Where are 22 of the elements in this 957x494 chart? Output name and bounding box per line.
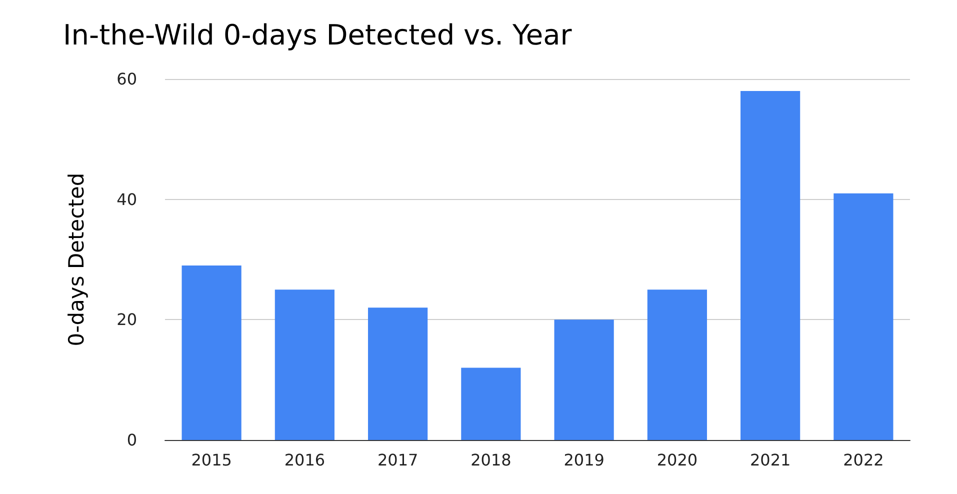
x-tick-label: 2016 <box>284 450 326 470</box>
x-tick-label: 2020 <box>656 450 698 470</box>
y-tick-label: 20 <box>116 310 137 330</box>
x-tick-label: 2021 <box>750 450 791 470</box>
bar <box>834 193 894 440</box>
bar <box>647 290 707 440</box>
bar <box>461 368 521 440</box>
y-tick-label: 40 <box>116 190 137 209</box>
x-tick-label: 2019 <box>564 450 604 470</box>
chart-title: In-the-Wild 0-days Detected vs. Year <box>63 18 572 52</box>
bar <box>740 91 800 440</box>
y-axis-title: 0-days Detected <box>64 172 88 346</box>
y-tick-label: 0 <box>126 430 137 450</box>
bar <box>274 290 334 440</box>
bar <box>554 320 614 440</box>
x-tick-label: 2022 <box>843 450 884 470</box>
bar <box>182 266 242 440</box>
x-tick-label: 2018 <box>470 450 512 470</box>
bar <box>368 308 428 440</box>
x-tick-label: 2015 <box>191 450 232 470</box>
x-tick-label: 2017 <box>377 450 418 470</box>
y-tick-label: 60 <box>116 70 137 88</box>
